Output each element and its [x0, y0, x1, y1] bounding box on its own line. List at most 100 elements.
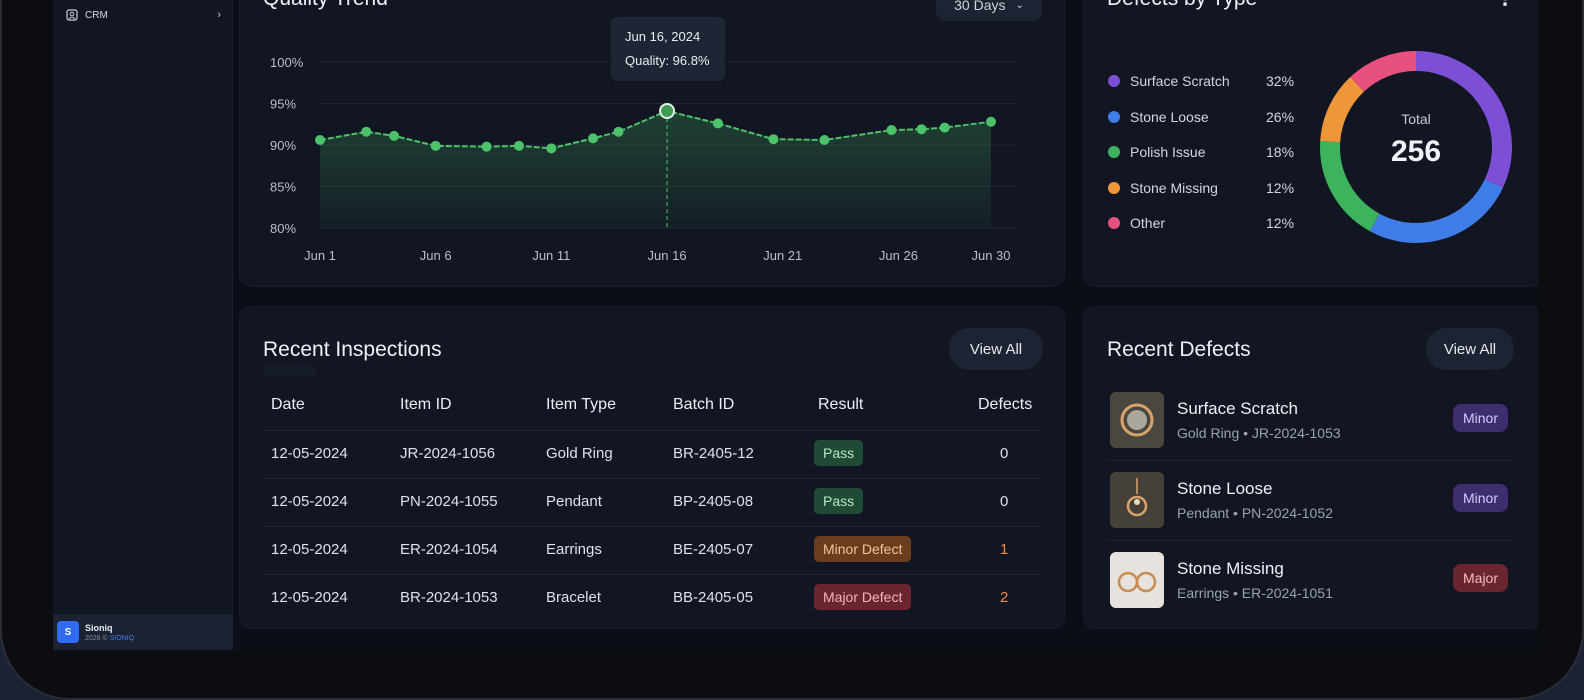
y-tick-label: 100%: [270, 55, 304, 70]
donut-slice: [1415, 51, 1512, 188]
table-header[interactable]: Batch ID: [673, 396, 735, 413]
defect-title[interactable]: Stone Missing: [1177, 559, 1284, 578]
result-badge: Minor Defect: [814, 536, 912, 562]
legend-item: Other: [1108, 215, 1165, 231]
brand-link[interactable]: SIONIQ: [109, 634, 135, 642]
table-cell: BR-2024-1053: [400, 589, 498, 606]
y-tick-label: 95%: [270, 97, 296, 112]
result-badge: Major Defect: [814, 584, 912, 610]
defects-by-type-card: Defects by Type ⋮ Surface Scratch 32% Ston…: [1083, 0, 1538, 287]
card-title: Quality Trend: [263, 0, 388, 11]
table-cell: BP-2405-08: [673, 493, 754, 510]
data-point: [886, 125, 897, 136]
legend-dot: [1108, 110, 1120, 123]
data-point: [389, 130, 400, 141]
table-cell: 12-05-2024: [271, 445, 348, 462]
defect-thumbnail[interactable]: [1110, 472, 1164, 528]
table-cell: Pendant: [546, 493, 602, 510]
table-header[interactable]: Defects: [978, 396, 1033, 413]
legend-percent: 12%: [1266, 215, 1295, 231]
chevron-right-icon: ›: [217, 9, 221, 21]
tooltip-date: Jun 16, 2024: [625, 29, 701, 44]
more-vertical-icon[interactable]: ⋮: [1496, 0, 1514, 10]
defect-subtitle: Gold Ring • JR-2024-1053: [1177, 425, 1341, 441]
result-badge: Pass: [814, 440, 864, 466]
data-point: [513, 140, 524, 151]
donut-slice: [1320, 77, 1365, 143]
legend-percent: 32%: [1266, 73, 1295, 89]
quality-trend-chart: 100% 95% 90% 85% 80% Jun 1 Jun 6 Jun 11 Jun 16 Ju…: [270, 55, 1015, 263]
table-cell: PN-2024-1055: [400, 493, 498, 510]
app-screen: CRM › S Sioniq 2026 © SIONIQ Quality Tre…: [53, 0, 1538, 650]
title-underline: [264, 365, 316, 377]
row-divider: [1107, 460, 1513, 461]
table-cell: Bracelet: [546, 589, 602, 606]
data-point: [430, 140, 441, 151]
donut-total-value: 256: [1390, 135, 1442, 168]
table-header[interactable]: Result: [818, 396, 864, 413]
recent-inspections-card: Recent Inspections View All Date Item ID I…: [239, 306, 1065, 629]
data-point: [986, 116, 996, 127]
defect-thumbnail[interactable]: [1110, 552, 1164, 608]
legend-dot: [1108, 181, 1120, 194]
data-point: [768, 134, 779, 145]
brand-copyright: 2026 © SIONIQ: [85, 634, 135, 642]
defect-subtitle: Pendant • PN-2024-1052: [1177, 505, 1333, 521]
defect-count: 1: [1000, 541, 1009, 558]
data-point: [712, 118, 723, 129]
view-all-defects-button[interactable]: View All: [1426, 328, 1514, 370]
data-point: [361, 126, 372, 137]
y-tick-label: 90%: [270, 138, 296, 153]
view-all-inspections-button[interactable]: View All: [949, 328, 1043, 370]
legend-item: Stone Missing: [1108, 180, 1218, 196]
legend-percent: 26%: [1266, 108, 1295, 125]
legend-label: Stone Loose: [1130, 108, 1209, 125]
card-title: Defects by Type: [1107, 0, 1257, 11]
table-header[interactable]: Date: [271, 396, 305, 413]
table-header[interactable]: Item ID: [400, 396, 452, 413]
table-cell: BR-2405-12: [673, 445, 754, 462]
table-cell: ER-2024-1054: [400, 541, 498, 558]
legend-item: Surface Scratch: [1108, 73, 1230, 89]
legend-percent: 12%: [1266, 179, 1295, 196]
data-point: [916, 124, 927, 135]
defect-count: 0: [1000, 445, 1009, 462]
legend-item: Polish Issue: [1108, 144, 1205, 160]
table-cell: Earrings: [546, 541, 602, 558]
legend-label: Stone Missing: [1130, 179, 1218, 196]
defect-thumbnail[interactable]: [1110, 392, 1164, 448]
table-cell: 12-05-2024: [271, 589, 348, 606]
data-point: [546, 143, 557, 154]
row-divider: [263, 478, 1043, 479]
defect-subtitle: Earrings • ER-2024-1051: [1177, 585, 1333, 601]
x-tick-label: Jun 11: [532, 248, 570, 263]
x-tick-label: Jun 26: [879, 248, 918, 263]
donut-slice: [1320, 140, 1380, 232]
data-point: [481, 141, 492, 152]
legend-label: Surface Scratch: [1130, 73, 1230, 89]
x-tick-label: Jun 6: [420, 248, 452, 263]
trend-line: [319, 109, 992, 150]
result-badge: Pass: [814, 488, 864, 514]
sidebar: CRM › S Sioniq 2026 © SIONIQ: [53, 0, 233, 650]
crm-icon: [65, 8, 79, 22]
table-cell: 12-05-2024: [271, 493, 348, 510]
table-cell: JR-2024-1056: [400, 445, 496, 462]
data-point: [819, 135, 830, 146]
legend-label: Polish Issue: [1130, 144, 1206, 160]
y-tick-label: 80%: [270, 221, 296, 236]
row-divider: [1107, 540, 1513, 541]
card-title: Recent Defects: [1107, 338, 1251, 361]
legend-item: Stone Loose: [1108, 109, 1209, 125]
defect-title[interactable]: Stone Loose: [1177, 479, 1273, 498]
severity-badge: Major: [1453, 564, 1509, 592]
severity-badge: Minor: [1453, 484, 1509, 512]
card-title: Recent Inspections: [263, 338, 442, 361]
legend-dot: [1108, 75, 1120, 87]
defect-title[interactable]: Surface Scratch: [1177, 399, 1298, 418]
highlight-point: [659, 102, 676, 119]
chart-tooltip: Jun 16, 2024 Quality: 96.8%: [611, 17, 725, 81]
table-header[interactable]: Item Type: [546, 396, 616, 413]
sidebar-item-crm[interactable]: CRM ›: [61, 4, 225, 26]
range-select[interactable]: 30 Days ⌄: [936, 0, 1042, 21]
